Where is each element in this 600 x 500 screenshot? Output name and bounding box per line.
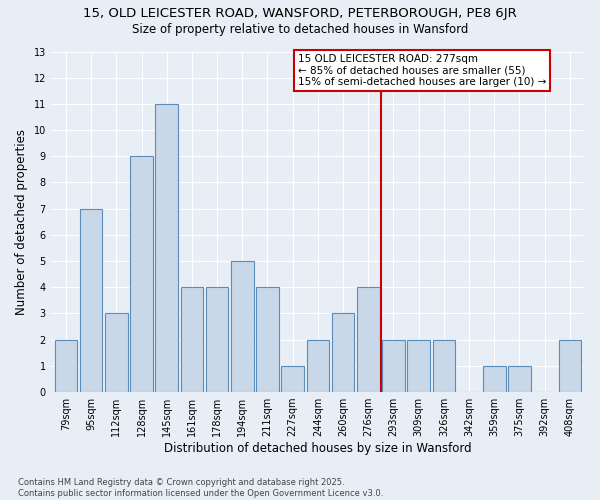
Bar xyxy=(181,288,203,392)
Bar xyxy=(508,366,531,392)
Text: 15, OLD LEICESTER ROAD, WANSFORD, PETERBOROUGH, PE8 6JR: 15, OLD LEICESTER ROAD, WANSFORD, PETERB… xyxy=(83,8,517,20)
Text: Size of property relative to detached houses in Wansford: Size of property relative to detached ho… xyxy=(132,22,468,36)
Bar xyxy=(105,314,128,392)
X-axis label: Distribution of detached houses by size in Wansford: Distribution of detached houses by size … xyxy=(164,442,472,455)
Bar xyxy=(357,288,380,392)
Bar xyxy=(206,288,229,392)
Bar xyxy=(483,366,506,392)
Bar xyxy=(559,340,581,392)
Bar xyxy=(231,261,254,392)
Bar xyxy=(307,340,329,392)
Text: Contains HM Land Registry data © Crown copyright and database right 2025.
Contai: Contains HM Land Registry data © Crown c… xyxy=(18,478,383,498)
Bar xyxy=(433,340,455,392)
Bar xyxy=(130,156,153,392)
Bar xyxy=(382,340,405,392)
Bar xyxy=(332,314,355,392)
Bar xyxy=(155,104,178,392)
Bar xyxy=(281,366,304,392)
Bar xyxy=(55,340,77,392)
Bar xyxy=(407,340,430,392)
Bar xyxy=(80,208,103,392)
Text: 15 OLD LEICESTER ROAD: 277sqm
← 85% of detached houses are smaller (55)
15% of s: 15 OLD LEICESTER ROAD: 277sqm ← 85% of d… xyxy=(298,54,546,88)
Bar xyxy=(256,288,279,392)
Y-axis label: Number of detached properties: Number of detached properties xyxy=(15,129,28,315)
